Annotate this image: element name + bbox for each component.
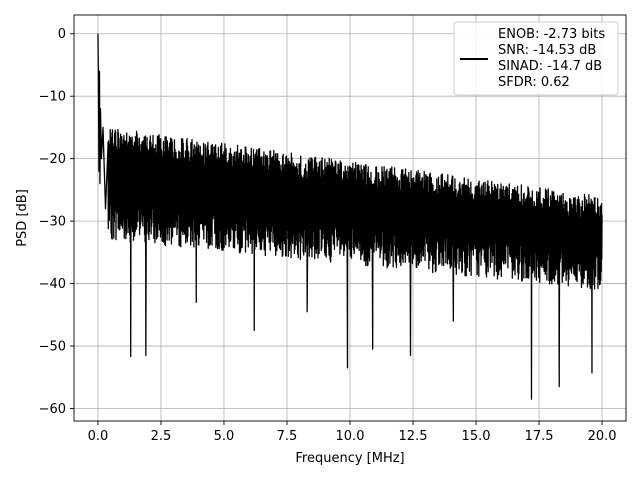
psd-series <box>97 33 603 400</box>
x-tick-label: 0.0 <box>88 429 109 444</box>
x-tick-label: 7.5 <box>277 429 298 444</box>
y-tick-label: 0 <box>58 27 66 42</box>
legend: ENOB: -2.73 bits SNR: -14.53 dB SINAD: -… <box>453 21 619 96</box>
y-tick-label: −30 <box>39 215 66 230</box>
legend-line-sfdr: SFDR: 0.62 <box>498 75 570 90</box>
legend-box <box>453 21 619 96</box>
legend-line-enob: ENOB: -2.73 bits <box>498 27 605 42</box>
y-tick-label: −40 <box>39 277 66 292</box>
psd-line <box>97 33 603 400</box>
y-tick-label: −10 <box>39 90 66 105</box>
y-axis-label: PSD [dB] <box>15 189 30 247</box>
y-tick-label: −50 <box>39 340 66 355</box>
x-axis-label: Frequency [MHz] <box>295 451 404 466</box>
x-tick-label: 5.0 <box>214 429 235 444</box>
legend-line-snr: SNR: -14.53 dB <box>498 43 596 58</box>
x-tick-label: 20.0 <box>588 429 617 444</box>
x-tick-label: 10.0 <box>336 429 365 444</box>
y-tick-label: −20 <box>39 152 66 167</box>
x-axis-ticks: 0.0 2.5 5.0 7.5 10.0 12.5 15.0 17.5 20.0 <box>88 421 617 444</box>
x-tick-label: 17.5 <box>525 429 554 444</box>
x-tick-label: 12.5 <box>399 429 428 444</box>
y-axis-ticks: 0 −10 −20 −30 −40 −50 −60 <box>39 27 74 417</box>
y-tick-label: −60 <box>39 402 66 417</box>
legend-line-sinad: SINAD: -14.7 dB <box>498 59 602 74</box>
x-tick-label: 15.0 <box>462 429 491 444</box>
x-tick-label: 2.5 <box>151 429 172 444</box>
